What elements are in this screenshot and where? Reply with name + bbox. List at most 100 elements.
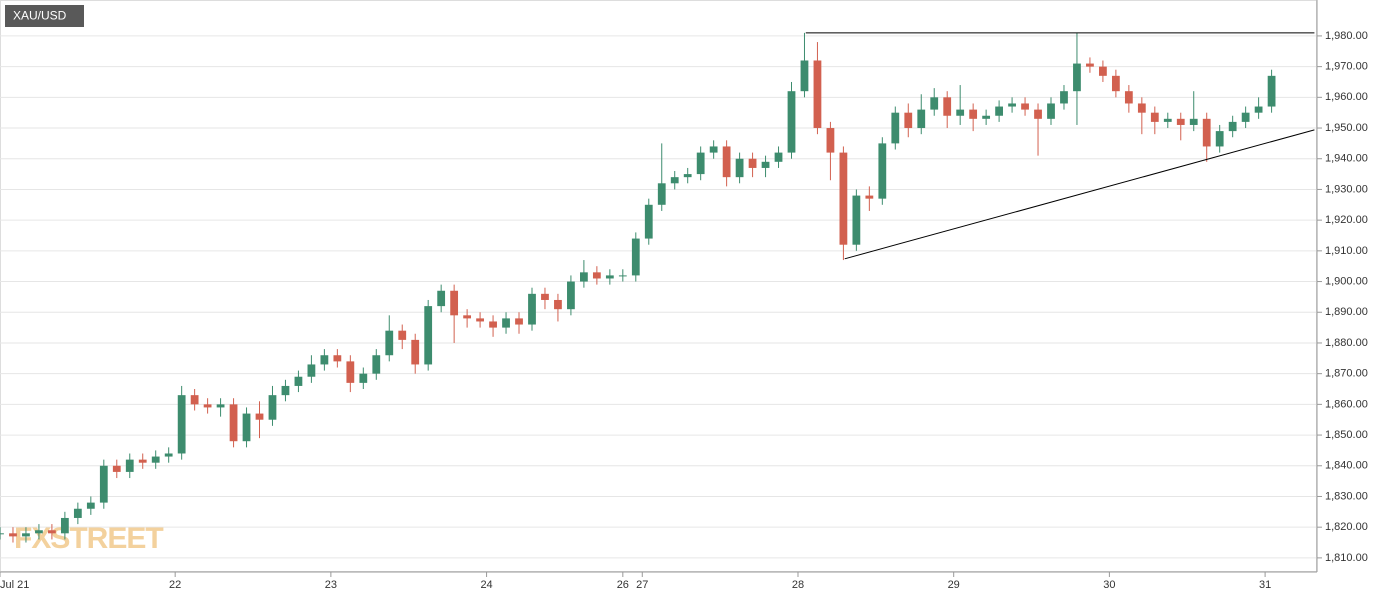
candle-body (761, 161, 770, 168)
candle-body (917, 109, 926, 129)
candle-body (1008, 103, 1016, 107)
candle-body (35, 530, 43, 534)
candle-body (592, 272, 601, 279)
candle-body (722, 146, 731, 178)
x-tick-label: 24 (480, 579, 492, 591)
candle-body (865, 195, 874, 199)
candle-body (800, 60, 809, 92)
candle-body (476, 318, 484, 322)
candle-body (307, 364, 316, 377)
candle-body (1099, 66, 1107, 76)
candle-body (372, 355, 381, 374)
x-tick-label: 27 (636, 579, 648, 591)
y-tick-label: 1,870.00 (1325, 368, 1368, 380)
candle-body (138, 459, 147, 463)
x-tick-label: 30 (1103, 579, 1115, 591)
candle-body (216, 404, 225, 408)
candle-body (982, 115, 991, 119)
x-tick-label: 28 (792, 579, 804, 591)
candle-body (826, 128, 835, 153)
candle-body (229, 404, 238, 442)
candle-body (1137, 103, 1146, 113)
candle-body (22, 533, 30, 537)
y-tick-label: 1,900.00 (1325, 275, 1368, 287)
candle-body (385, 330, 394, 356)
candle-body (1241, 112, 1250, 122)
title-box (5, 5, 84, 27)
candle-body (657, 183, 666, 205)
candle-body (891, 112, 900, 144)
candle-body (541, 293, 549, 300)
candle-body (242, 413, 251, 442)
candle-body (787, 91, 796, 153)
y-tick-label: 1,820.00 (1325, 521, 1368, 533)
candle-body (709, 146, 718, 153)
candle-body (839, 152, 848, 245)
candle-body (554, 299, 562, 310)
candle-body (1215, 131, 1224, 147)
y-tick-label: 1,840.00 (1325, 460, 1368, 472)
candle-body (1176, 118, 1185, 125)
candle-body (1073, 63, 1081, 92)
candle-body (1086, 63, 1094, 67)
candle-body (1047, 103, 1055, 119)
chart-title: XAU/USD (13, 9, 67, 23)
y-tick-label: 1,880.00 (1325, 337, 1368, 349)
candle-body (1189, 118, 1198, 125)
y-tick-label: 1,950.00 (1325, 122, 1368, 134)
candle-body (943, 97, 952, 116)
y-tick-label: 1,850.00 (1325, 429, 1368, 441)
candle-body (9, 533, 17, 537)
candle-body (1124, 91, 1133, 104)
candle-body (190, 395, 199, 405)
candle-body (48, 530, 56, 534)
trend-line (844, 129, 1315, 260)
candle-body (1034, 109, 1042, 119)
candle-body (203, 404, 212, 408)
candle-body (904, 112, 913, 129)
candle-body (956, 109, 965, 116)
candle-body (112, 465, 121, 472)
candle-body (1267, 75, 1276, 107)
candle-body (1163, 118, 1172, 122)
candle-body (644, 204, 653, 239)
x-tick-label: 23 (325, 579, 337, 591)
candle-body (852, 195, 861, 245)
candle-body (735, 158, 744, 178)
candle-body (1150, 112, 1159, 122)
candle-body (73, 508, 82, 518)
candle-body (346, 361, 355, 383)
candle-body (398, 330, 407, 340)
candle-body (359, 373, 368, 383)
y-tick-label: 1,910.00 (1325, 245, 1368, 257)
candle-body (151, 456, 160, 463)
candle-body (515, 318, 523, 325)
candle-body (579, 272, 588, 282)
candle-body (605, 275, 614, 279)
candle-body (670, 177, 679, 184)
candle-body (463, 315, 472, 319)
candle-body (683, 174, 692, 178)
plot-area (0, 0, 1317, 572)
candle-body (878, 143, 887, 199)
candle-body (1021, 103, 1029, 110)
candle-body (1202, 118, 1211, 147)
y-tick-label: 1,890.00 (1325, 306, 1368, 318)
y-tick-label: 1,860.00 (1325, 398, 1368, 410)
candle-body (618, 275, 627, 277)
candle-body (333, 355, 342, 362)
candle-body (99, 465, 108, 503)
x-tick-label: Jul 21 (0, 579, 29, 591)
candle-body (696, 152, 705, 175)
x-tick-label: 31 (1259, 579, 1271, 591)
candle-body (631, 238, 640, 276)
y-tick-label: 1,930.00 (1325, 183, 1368, 195)
candle-body (450, 290, 459, 316)
y-tick-label: 1,940.00 (1325, 153, 1368, 165)
candle-body (1254, 106, 1263, 113)
candle-body (1060, 91, 1068, 104)
candle-body (164, 453, 173, 457)
candle-body (1228, 121, 1237, 132)
candle-body (60, 517, 69, 534)
